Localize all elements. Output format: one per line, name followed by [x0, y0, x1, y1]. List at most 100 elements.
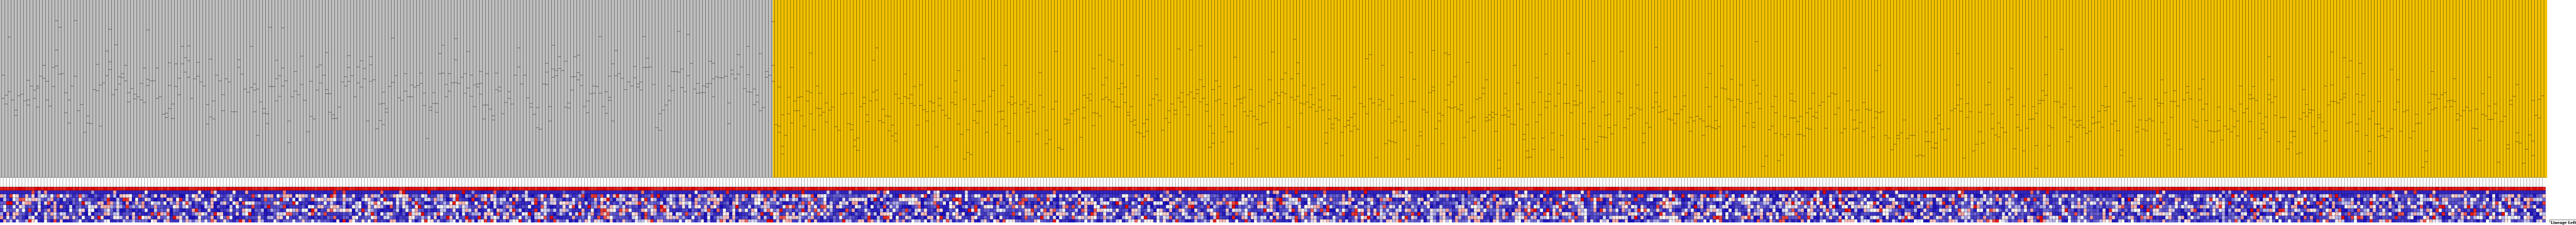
heat-cell	[2508, 198, 2511, 201]
heat-cell	[2030, 191, 2033, 194]
heat-cell	[874, 198, 877, 201]
heat-cell	[1562, 191, 1565, 194]
heat-cell	[767, 191, 770, 194]
heat-cell	[1462, 198, 1465, 201]
heat-cell	[657, 191, 660, 194]
heat-cell	[19, 198, 22, 201]
heat-cell	[142, 187, 145, 191]
heat-cell	[1109, 191, 1112, 194]
heat-cell	[1754, 198, 1757, 201]
heat-cell	[899, 191, 902, 194]
heat-cell	[239, 191, 242, 194]
heat-cell	[1282, 194, 1285, 198]
heat-cell	[12, 191, 15, 194]
heat-cell	[317, 201, 320, 205]
heat-cell	[1568, 191, 1571, 194]
heat-cell	[1166, 194, 1169, 198]
heat-cell	[2294, 194, 2297, 198]
heat-cell	[651, 191, 654, 194]
heat-cell	[110, 194, 113, 198]
heat-cell	[1012, 194, 1015, 198]
heat-cell	[2379, 191, 2382, 194]
heat-cell	[1081, 191, 1084, 194]
heat-cell	[921, 198, 924, 201]
heat-cell	[2149, 198, 2153, 201]
heat-cell	[663, 191, 666, 194]
heat-cell	[789, 198, 792, 201]
heat-cell	[1248, 191, 1251, 194]
heat-cell	[2451, 198, 2454, 201]
heat-cell	[1518, 198, 1521, 201]
heat-cell	[292, 187, 295, 191]
heat-cell	[691, 198, 694, 201]
heat-cell	[512, 191, 515, 194]
heat-cell	[2257, 187, 2260, 191]
heat-cell	[1116, 187, 1119, 191]
heat-cell	[1311, 191, 1314, 194]
heat-cell	[1128, 191, 1131, 194]
heat-cell	[2269, 194, 2272, 198]
heat-cell	[157, 191, 160, 194]
heat-cell	[0, 194, 3, 198]
heat-cell	[519, 194, 522, 198]
heat-cell	[129, 191, 132, 194]
heat-cell	[603, 198, 606, 201]
heat-cell	[585, 198, 588, 201]
heat-cell	[1584, 191, 1587, 194]
heat-cell	[402, 191, 405, 194]
heat-cell	[698, 198, 701, 201]
heat-cell	[2288, 198, 2291, 201]
heat-cell	[72, 201, 75, 205]
heat-cell	[2027, 191, 2030, 194]
heat-cell	[358, 194, 361, 198]
heat-cell	[1200, 191, 1204, 194]
heat-cell	[41, 194, 44, 198]
heat-cell	[2282, 198, 2285, 201]
heat-cell	[1562, 194, 1565, 198]
heat-cell	[918, 187, 921, 191]
heat-cell	[173, 194, 176, 198]
heat-cell	[2275, 191, 2278, 194]
heat-cell	[1455, 191, 1458, 194]
heat-cell	[651, 198, 654, 201]
heat-cell	[930, 191, 934, 194]
heat-cell	[829, 194, 833, 198]
heat-cell	[440, 198, 443, 201]
heat-cell	[9, 198, 12, 201]
heat-cell	[2319, 194, 2323, 198]
heat-cell	[358, 187, 361, 191]
heat-cell	[889, 187, 892, 191]
heat-cell	[582, 194, 585, 198]
heat-cell	[645, 191, 648, 194]
heat-cell	[2033, 187, 2037, 191]
heat-cell	[1791, 194, 1794, 198]
heat-cell	[82, 201, 85, 205]
heat-cell	[2209, 194, 2212, 198]
heat-cell	[380, 198, 383, 201]
heat-cell	[1615, 191, 1618, 194]
heat-cell	[1323, 198, 1326, 201]
heat-cell	[1191, 194, 1194, 198]
heat-cell	[751, 191, 754, 194]
heat-cell	[1471, 187, 1474, 191]
heat-cell	[1197, 194, 1200, 198]
heat-cell	[437, 194, 440, 198]
heat-cell	[425, 198, 428, 201]
heat-cell	[1326, 194, 1329, 198]
heat-cell	[1216, 191, 1219, 194]
heat-cell	[1235, 198, 1238, 201]
heat-cell	[908, 198, 911, 201]
heat-cell	[606, 191, 609, 194]
heat-cell	[25, 194, 28, 198]
heat-cell	[1160, 198, 1163, 201]
heat-cell	[1769, 198, 1772, 201]
heat-cell	[1691, 198, 1694, 201]
heat-cell	[1094, 191, 1097, 194]
heat-cell	[1958, 194, 1961, 198]
heat-cell	[148, 191, 151, 194]
heat-cell	[701, 187, 704, 191]
heat-cell	[1867, 191, 1870, 194]
heat-cell	[1251, 194, 1254, 198]
heat-cell	[1493, 194, 1496, 198]
heat-cell	[35, 191, 38, 194]
